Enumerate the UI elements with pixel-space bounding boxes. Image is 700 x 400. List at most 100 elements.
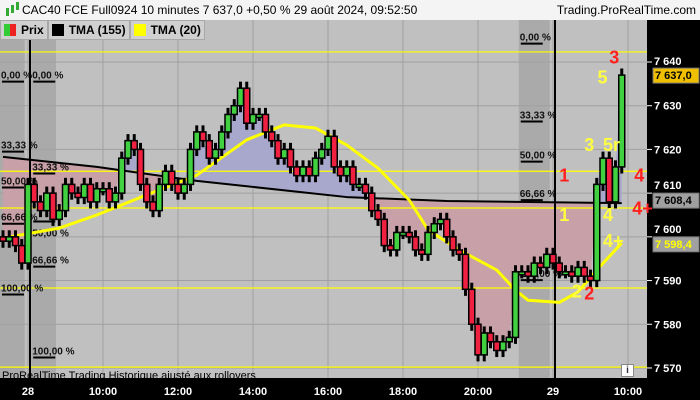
wave-label: 2 bbox=[572, 281, 582, 301]
wave-label: 1 bbox=[559, 205, 569, 225]
candle-body bbox=[186, 148, 195, 186]
candle-body bbox=[286, 148, 295, 168]
candle-body bbox=[105, 188, 113, 203]
tma20-line bbox=[2, 123, 623, 304]
candle-body bbox=[218, 131, 226, 151]
candle-body bbox=[293, 166, 301, 177]
tma155-line bbox=[2, 155, 622, 205]
candle-body bbox=[461, 253, 470, 291]
candle-body bbox=[405, 231, 413, 238]
wave-label: 4+ bbox=[603, 231, 624, 251]
y-tick-label: 7 580 bbox=[654, 319, 682, 331]
candle-body bbox=[161, 170, 170, 186]
candle-body bbox=[361, 183, 370, 194]
candle-body bbox=[480, 332, 488, 356]
x-tick-label: 12:00 bbox=[164, 386, 192, 398]
x-tick-label: 14:00 bbox=[239, 386, 267, 398]
candle-body bbox=[449, 236, 457, 251]
price-badge-label: 7 598,4 bbox=[655, 239, 693, 251]
info-icon[interactable]: i bbox=[621, 364, 634, 377]
candle-body bbox=[336, 166, 345, 177]
candle-body bbox=[599, 157, 607, 186]
candle-body bbox=[49, 192, 57, 221]
candle-body bbox=[74, 192, 82, 199]
tma155-swatch bbox=[51, 24, 64, 36]
candle-body bbox=[118, 157, 126, 194]
fibo-level-label: 66,66 % bbox=[1, 213, 38, 224]
wave-label: 5 bbox=[598, 67, 608, 87]
candle-body bbox=[536, 262, 545, 269]
candle-body bbox=[211, 148, 220, 159]
candle-body bbox=[61, 183, 70, 212]
wave-label: 3 bbox=[584, 135, 594, 155]
legend-item-tma155[interactable]: TMA (155) bbox=[47, 20, 130, 40]
x-tick-label: 28 bbox=[22, 386, 34, 398]
wave-label: 4 bbox=[634, 166, 644, 186]
candle-body bbox=[574, 266, 582, 277]
price-badge-label: 7 608,4 bbox=[655, 195, 693, 207]
candle-body bbox=[143, 183, 151, 203]
candle-body bbox=[24, 183, 32, 264]
fibo-level-label: 0,00 % bbox=[1, 71, 32, 82]
candle-body bbox=[11, 236, 20, 247]
candle-body bbox=[374, 209, 382, 221]
wave-label: 1 bbox=[559, 166, 569, 186]
candle-body bbox=[168, 170, 176, 186]
title-bar: CAC40 FCE Full0924 10 minutes 7 637,0 +0… bbox=[0, 0, 700, 20]
site-link[interactable]: Trading.ProRealTime.com bbox=[556, 3, 696, 17]
candle-body bbox=[43, 192, 51, 212]
wave-label: 4+ bbox=[632, 198, 653, 218]
candle-body bbox=[180, 183, 188, 194]
candle-body bbox=[55, 209, 63, 221]
candle-body bbox=[324, 135, 332, 151]
candle-body bbox=[499, 340, 507, 352]
candle-body bbox=[149, 201, 157, 212]
legend: Prix TMA (155) TMA (20) bbox=[0, 20, 205, 40]
candle-body bbox=[68, 183, 76, 194]
candle-body bbox=[99, 188, 107, 193]
candle-body bbox=[561, 271, 570, 276]
price-badge bbox=[652, 67, 700, 84]
y-tick-label: 7 640 bbox=[654, 56, 682, 68]
candle-body bbox=[243, 87, 251, 124]
candle-body bbox=[618, 74, 626, 168]
legend-label: Prix bbox=[21, 23, 44, 37]
fibo-box bbox=[518, 20, 550, 378]
candle-body bbox=[443, 218, 451, 238]
legend-item-prix[interactable]: Prix bbox=[0, 20, 48, 40]
x-tick-label: 20:00 bbox=[464, 386, 492, 398]
price-badge bbox=[652, 236, 700, 253]
candle-body bbox=[5, 236, 13, 242]
candle-body bbox=[605, 157, 613, 203]
x-tick-label: 29 bbox=[547, 386, 559, 398]
candle-body bbox=[36, 201, 45, 212]
y-tick-label: 7 610 bbox=[654, 180, 682, 192]
candle-body bbox=[249, 113, 257, 124]
candle-body bbox=[474, 323, 482, 356]
candle-body bbox=[80, 183, 88, 199]
candle-body bbox=[543, 253, 551, 269]
candle-body bbox=[418, 249, 426, 256]
candle-body bbox=[468, 288, 476, 326]
time-axis bbox=[0, 378, 700, 400]
fibo-level-label: 50,00 % bbox=[1, 176, 38, 187]
candle-body bbox=[349, 166, 357, 186]
candle-body bbox=[261, 113, 270, 133]
legend-item-tma20[interactable]: TMA (20) bbox=[129, 20, 205, 40]
candle-body bbox=[555, 262, 563, 273]
legend-label: TMA (155) bbox=[68, 23, 126, 37]
fibo-level-label: 50,00 % bbox=[32, 229, 69, 240]
candle-body bbox=[305, 166, 313, 177]
candle-body bbox=[230, 104, 238, 116]
candle-body bbox=[18, 244, 26, 264]
candle-body bbox=[568, 271, 576, 277]
candle-body bbox=[124, 139, 132, 159]
fibo-level-label: 50,00 % bbox=[520, 151, 557, 162]
candle-body bbox=[549, 253, 557, 264]
candle-body bbox=[343, 166, 351, 177]
candle-body bbox=[30, 183, 38, 203]
candle-body bbox=[274, 139, 282, 159]
y-tick-label: 7 590 bbox=[654, 276, 682, 288]
